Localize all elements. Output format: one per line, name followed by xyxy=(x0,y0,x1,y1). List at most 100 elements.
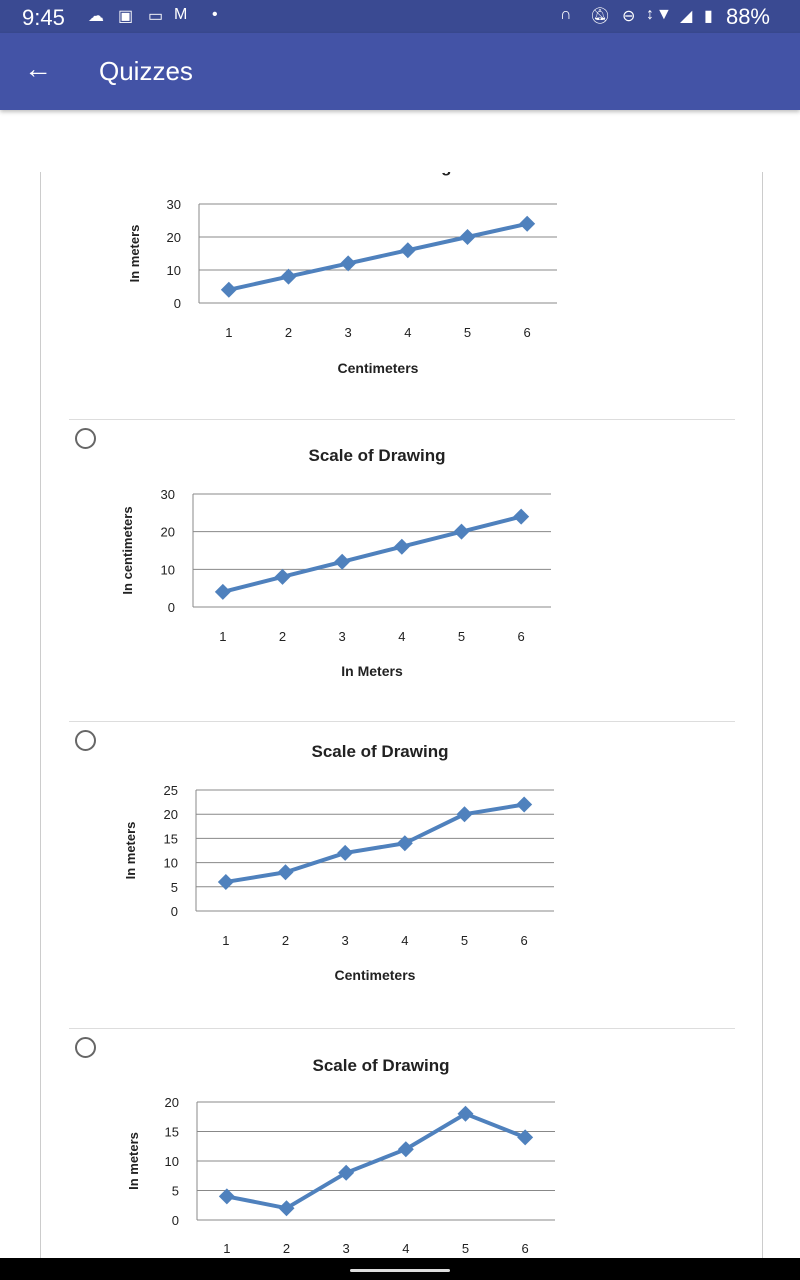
x-tick-label: 2 xyxy=(282,933,289,948)
arrow-back-icon[interactable]: ← xyxy=(24,53,52,84)
headphones-icon: ∩ xyxy=(560,6,572,23)
status-bar: 9:45 ☁ ▣ ▭ M • ∩ 🔕︎ ⊖ ↕ ▼ ◢ ▮ 88% xyxy=(0,0,800,33)
data-point-marker xyxy=(338,1164,355,1181)
app-bar: ← Quizzes xyxy=(0,33,800,110)
signal-icon: ◢ xyxy=(680,8,693,25)
x-tick-label: 5 xyxy=(458,629,465,644)
line-chart: Scale of Drawing 0 5 10 15 20 1 2 3 4 5 6 In meters xyxy=(126,1056,555,1256)
page-title: Quizzes xyxy=(99,56,193,86)
battery-icon: ▮ xyxy=(704,8,713,25)
image-icon: ▣ xyxy=(118,8,134,25)
x-tick-label: 2 xyxy=(279,629,286,644)
x-tick-label: 4 xyxy=(398,629,405,644)
x-tick-label: 4 xyxy=(401,933,408,948)
quiz-question-card: Scale of Drawing 0 10 20 30 1 2 3 4 5 6 Centimeters… xyxy=(40,172,763,1258)
home-handle[interactable] xyxy=(350,1269,450,1272)
x-tick-label: 1 xyxy=(219,629,226,644)
data-point-marker xyxy=(393,538,410,555)
data-point-marker xyxy=(340,255,357,272)
data-point-marker xyxy=(217,873,234,890)
y-tick-label: 0 xyxy=(168,600,175,615)
data-arrows-icon: ↕ xyxy=(646,6,654,23)
y-tick-label: 20 xyxy=(167,230,181,245)
y-tick-label: 0 xyxy=(171,904,178,919)
y-tick-label: 10 xyxy=(165,1154,179,1169)
answer-option-radio[interactable] xyxy=(75,1037,96,1058)
dot-icon: • xyxy=(212,6,218,23)
status-time: 9:45 xyxy=(22,5,65,30)
x-tick-label: 6 xyxy=(524,325,531,340)
y-tick-label: 30 xyxy=(161,487,175,502)
cloud-icon: ☁ xyxy=(88,8,104,25)
x-tick-label: 6 xyxy=(518,629,525,644)
chart-title: Scale of Drawing xyxy=(315,172,452,176)
x-axis-label: In Meters xyxy=(341,663,403,679)
data-point-marker xyxy=(274,568,291,585)
data-point-marker xyxy=(516,796,533,813)
dnd-icon: ⊖ xyxy=(622,8,636,25)
data-point-marker xyxy=(517,1129,534,1146)
line-chart: Scale of Drawing 0 10 20 30 1 2 3 4 5 6 Centimeters… xyxy=(127,172,557,376)
data-point-marker xyxy=(220,281,237,298)
y-tick-label: 20 xyxy=(164,807,178,822)
y-tick-label: 20 xyxy=(161,525,175,540)
data-point-marker xyxy=(519,215,536,232)
answer-option-radio[interactable] xyxy=(75,730,96,751)
y-tick-label: 30 xyxy=(167,197,181,212)
data-point-marker xyxy=(218,1188,235,1205)
wifi-icon: ▼ xyxy=(656,6,672,23)
divider xyxy=(69,419,735,420)
x-tick-label: 2 xyxy=(283,1241,290,1256)
chart-title: Scale of Drawing xyxy=(312,742,449,761)
series-line xyxy=(226,1111,526,1211)
x-tick-label: 2 xyxy=(285,325,292,340)
x-tick-label: 5 xyxy=(461,933,468,948)
bell-off-icon: 🔕︎ xyxy=(590,8,611,25)
x-tick-label: 3 xyxy=(343,1241,350,1256)
x-tick-label: 1 xyxy=(225,325,232,340)
chart-title: Scale of Drawing xyxy=(313,1056,450,1075)
video-icon: ▭ xyxy=(148,8,164,25)
divider xyxy=(69,721,735,722)
y-tick-label: 0 xyxy=(172,1213,179,1228)
data-point-marker xyxy=(277,864,294,881)
data-point-marker xyxy=(399,242,416,259)
y-tick-label: 10 xyxy=(167,263,181,278)
y-tick-label: 5 xyxy=(172,1184,179,1199)
data-point-marker xyxy=(459,229,476,245)
data-point-marker xyxy=(214,583,231,600)
y-tick-label: 15 xyxy=(165,1125,179,1140)
data-point-marker xyxy=(453,523,470,540)
x-tick-label: 5 xyxy=(464,325,471,340)
data-point-marker xyxy=(396,835,413,852)
x-axis-label: Centimeters xyxy=(338,360,419,376)
gmail-icon: M xyxy=(174,6,188,23)
data-point-marker xyxy=(456,806,473,823)
x-tick-label: 3 xyxy=(339,629,346,644)
y-axis-label: In centimeters xyxy=(120,506,135,594)
x-tick-label: 3 xyxy=(345,325,352,340)
data-point-marker xyxy=(457,1105,474,1122)
x-tick-label: 6 xyxy=(521,933,528,948)
y-tick-label: 15 xyxy=(164,831,178,846)
x-axis-label: Centimeters xyxy=(335,967,416,983)
data-point-marker xyxy=(278,1200,295,1217)
battery-level: 88% xyxy=(725,4,770,29)
y-tick-label: 20 xyxy=(165,1095,179,1110)
series-line xyxy=(222,514,522,594)
y-tick-label: 0 xyxy=(174,296,181,311)
x-tick-label: 1 xyxy=(223,1241,230,1256)
answer-option-radio[interactable] xyxy=(75,428,96,449)
y-axis-label: In meters xyxy=(126,1132,141,1190)
data-point-marker xyxy=(280,268,297,285)
data-point-marker xyxy=(513,508,530,525)
y-tick-label: 25 xyxy=(164,783,178,798)
line-chart: Scale of Drawing 0 5 10 15 20 25 1 2 3 4 5 6 Centimet… xyxy=(123,742,554,983)
y-tick-label: 5 xyxy=(171,880,178,895)
y-tick-label: 10 xyxy=(161,562,175,577)
series-line xyxy=(228,221,528,292)
y-tick-label: 10 xyxy=(164,856,178,871)
x-tick-label: 5 xyxy=(462,1241,469,1256)
x-tick-label: 4 xyxy=(404,325,411,340)
navigation-bar xyxy=(0,1258,800,1280)
